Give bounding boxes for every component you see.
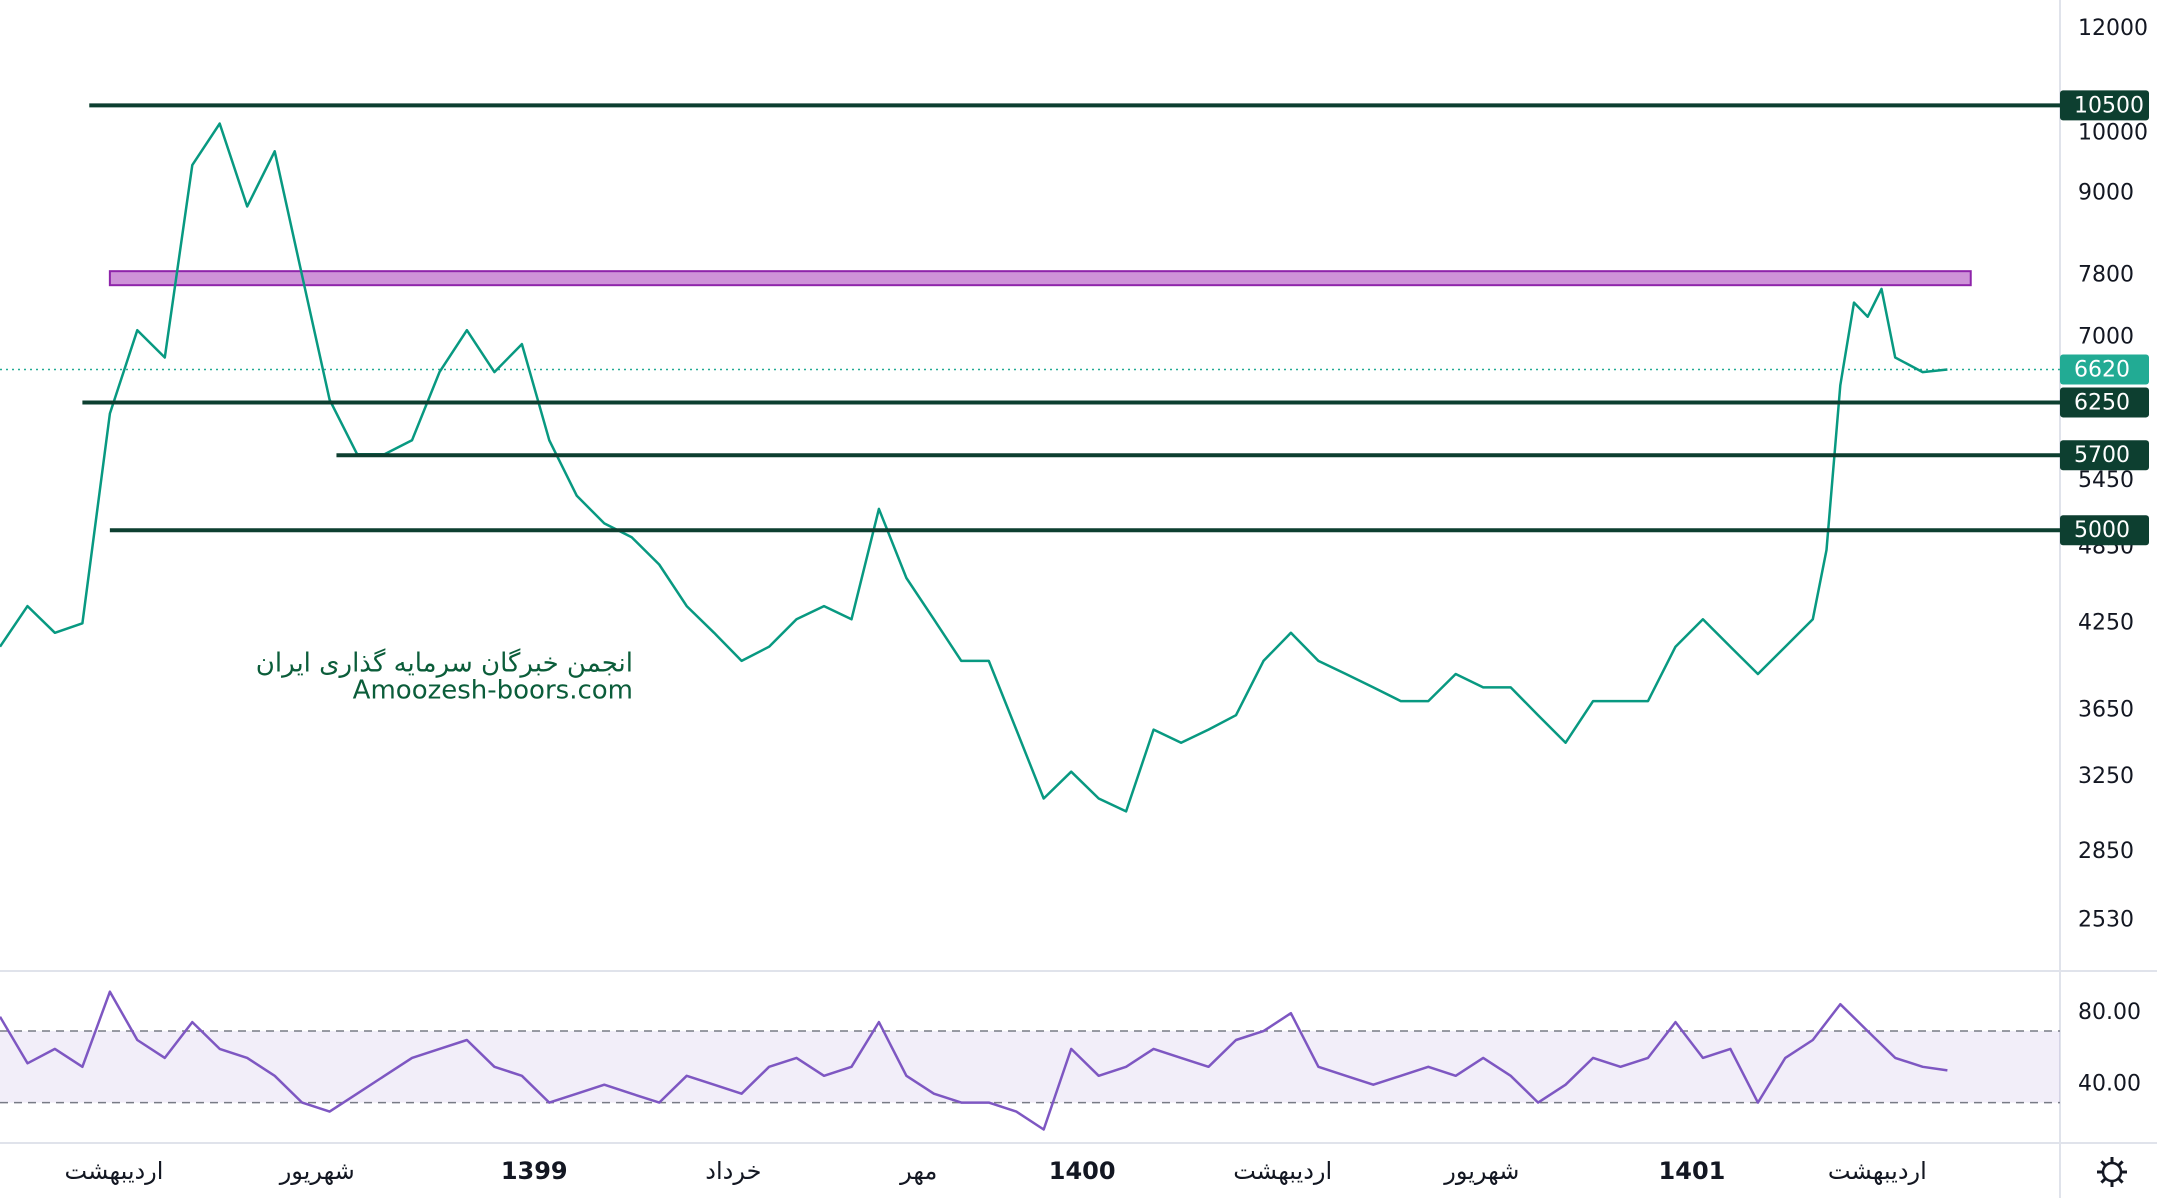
y-tick-label: 2850 — [2078, 839, 2134, 864]
y-tick-label: 5450 — [2078, 468, 2134, 493]
x-tick-label: اردیبهشت — [1828, 1157, 1927, 1185]
level-label-box — [2060, 387, 2149, 418]
series-line — [0, 122, 1948, 813]
y-tick-label: 2530 — [2078, 907, 2134, 932]
y-tick-label: 7800 — [2078, 263, 2134, 288]
watermark: Amoozesh-boors.com — [353, 676, 633, 706]
level-label-box — [2060, 90, 2149, 121]
y-tick-label: 3650 — [2078, 697, 2134, 722]
y-tick-label: 3250 — [2078, 764, 2134, 789]
level-label-box — [2060, 440, 2149, 471]
x-tick-label: 1401 — [1659, 1157, 1726, 1185]
resistance-zone — [108, 270, 1972, 287]
y-tick-label: 9000 — [2078, 181, 2134, 206]
settings-icon[interactable] — [2097, 1157, 2127, 1187]
x-tick-label: شهریور — [279, 1157, 355, 1185]
x-tick-label: شهریور — [1443, 1157, 1519, 1185]
level-label: 5000 — [2074, 518, 2130, 543]
watermark: انجمن خبرگان سرمایه گذاری ایران — [256, 648, 633, 679]
level-label-box — [2060, 515, 2149, 546]
y-tick-label: 40.00 — [2078, 1072, 2141, 1097]
y-tick-label: 4250 — [2078, 610, 2134, 635]
current-price-box — [2060, 354, 2149, 385]
y-tick-label: 10000 — [2078, 120, 2148, 145]
level-label: 10500 — [2074, 93, 2144, 118]
x-tick-label: 1399 — [501, 1157, 568, 1185]
level-label: 6250 — [2074, 390, 2130, 415]
current-price-label: 6620 — [2074, 358, 2130, 383]
rsi-band — [0, 1031, 2060, 1103]
x-tick-label: 1400 — [1049, 1157, 1116, 1185]
x-tick-label: خرداد — [705, 1157, 761, 1185]
level-label: 5700 — [2074, 443, 2130, 468]
y-tick-label: 7000 — [2078, 325, 2134, 350]
x-tick-label: اردیبهشت — [1233, 1157, 1332, 1185]
x-tick-label: مهر — [899, 1157, 937, 1185]
y-tick-label: 80.00 — [2078, 1000, 2141, 1025]
series-line — [0, 990, 1948, 1131]
x-tick-label: اردیبهشت — [65, 1157, 164, 1185]
y-tick-label: 12000 — [2078, 16, 2148, 41]
